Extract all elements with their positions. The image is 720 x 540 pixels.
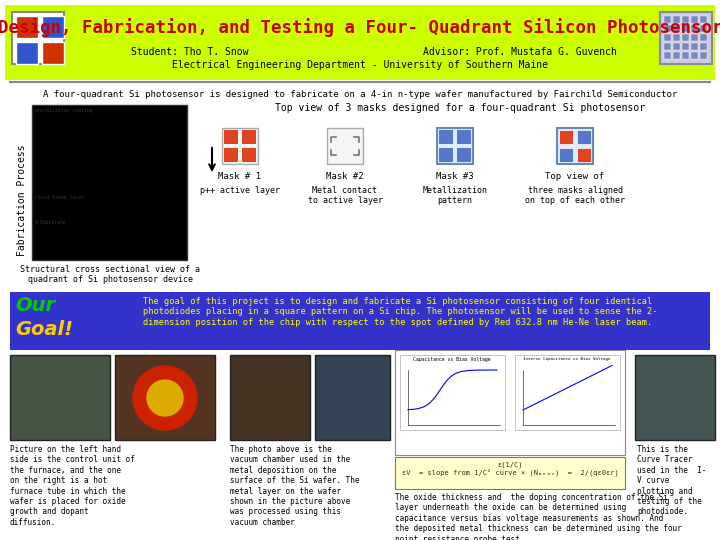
- Bar: [457, 148, 471, 162]
- Bar: [10, 355, 110, 440]
- Bar: [42, 16, 64, 38]
- Text: Design, Fabrication, and Testing a Four- Quadrant Silicon Photosensor: Design, Fabrication, and Testing a Four-…: [0, 18, 720, 37]
- Bar: [242, 130, 256, 144]
- Bar: [664, 34, 671, 41]
- Bar: [222, 128, 258, 164]
- Bar: [691, 52, 698, 59]
- Bar: [673, 34, 680, 41]
- Bar: [673, 16, 680, 23]
- Text: The goal of this project is to design and fabricate a Si photosensor consisting : The goal of this project is to design an…: [143, 297, 657, 327]
- Bar: [115, 355, 215, 440]
- Text: Field Oxide layer: Field Oxide layer: [35, 195, 84, 200]
- Bar: [673, 43, 680, 50]
- Text: p++ active layer: p++ active layer: [200, 186, 280, 195]
- Text: N-Substrate: N-Substrate: [35, 220, 67, 225]
- Text: ε(1/C)
εV  = slope from 1/C² curve × (Nₘₑₐₛ)  =  2/(qε0εr): ε(1/C) εV = slope from 1/C² curve × (Nₘₑ…: [402, 461, 618, 476]
- Bar: [224, 148, 238, 162]
- Bar: [515, 355, 620, 430]
- Text: Electrical Engineering Department - University of Southern Maine: Electrical Engineering Department - Univ…: [172, 60, 548, 70]
- Bar: [32, 158, 187, 183]
- Bar: [327, 128, 363, 164]
- Bar: [224, 130, 238, 144]
- Bar: [577, 130, 591, 144]
- Circle shape: [147, 380, 183, 416]
- Bar: [682, 25, 689, 32]
- Bar: [439, 148, 453, 162]
- Bar: [12, 12, 64, 64]
- Bar: [664, 16, 671, 23]
- Bar: [32, 120, 187, 136]
- Bar: [700, 25, 707, 32]
- Bar: [700, 52, 707, 59]
- Text: Top view of 3 masks designed for a four-quadrant Si photosensor: Top view of 3 masks designed for a four-…: [275, 103, 645, 113]
- Circle shape: [133, 366, 197, 430]
- Bar: [437, 128, 473, 164]
- Text: Goal!: Goal!: [15, 320, 73, 339]
- Bar: [682, 43, 689, 50]
- Bar: [395, 457, 625, 489]
- Bar: [682, 34, 689, 41]
- Bar: [691, 25, 698, 32]
- Bar: [664, 52, 671, 59]
- Bar: [5, 5, 715, 80]
- Text: This is the
Curve Tracer
used in the  I-
V curve
plotting and
testing of the
pho: This is the Curve Tracer used in the I- …: [637, 445, 706, 516]
- Bar: [691, 34, 698, 41]
- Bar: [457, 130, 471, 144]
- Text: The photo above is the
vacuum chamber used in the
metal deposition on the
surfac: The photo above is the vacuum chamber us…: [230, 445, 359, 527]
- Bar: [559, 148, 573, 162]
- Bar: [315, 355, 390, 440]
- Text: Capacitance vs Bias Voltage: Capacitance vs Bias Voltage: [413, 357, 491, 362]
- Bar: [557, 128, 593, 164]
- Bar: [682, 52, 689, 59]
- Bar: [660, 12, 712, 64]
- Text: Mask #2: Mask #2: [326, 172, 364, 181]
- Bar: [691, 43, 698, 50]
- Text: The oxide thickness and  the doping concentration of the Si
layer underneath the: The oxide thickness and the doping conce…: [395, 493, 682, 540]
- Bar: [32, 105, 187, 260]
- Bar: [16, 42, 38, 64]
- Bar: [635, 355, 715, 440]
- Bar: [10, 292, 710, 350]
- Bar: [673, 52, 680, 59]
- Bar: [32, 105, 187, 120]
- Text: Metal contact
to active layer: Metal contact to active layer: [307, 186, 382, 205]
- Bar: [16, 16, 38, 38]
- Bar: [664, 43, 671, 50]
- Text: Mask #3: Mask #3: [436, 172, 474, 181]
- Text: Annihilation coating: Annihilation coating: [35, 108, 92, 113]
- Text: Picture on the left hand
side is the control unit of
the furnace, and the one
on: Picture on the left hand side is the con…: [10, 445, 135, 527]
- Bar: [700, 16, 707, 23]
- Bar: [400, 355, 505, 430]
- Text: Fabrication Process: Fabrication Process: [17, 144, 27, 256]
- Bar: [230, 355, 310, 440]
- Bar: [691, 16, 698, 23]
- Text: Top view of: Top view of: [546, 172, 605, 181]
- Text: three masks aligned
on top of each other: three masks aligned on top of each other: [525, 186, 625, 205]
- Text: Advisor: Prof. Mustafa G. Guvench: Advisor: Prof. Mustafa G. Guvench: [423, 47, 617, 57]
- Text: Metallization
pattern: Metallization pattern: [423, 186, 487, 205]
- Bar: [673, 25, 680, 32]
- Bar: [32, 183, 187, 260]
- Bar: [42, 42, 64, 64]
- Text: Inverse Capacitance vs Bias Voltage: Inverse Capacitance vs Bias Voltage: [523, 357, 611, 361]
- Bar: [32, 136, 187, 158]
- Bar: [559, 130, 573, 144]
- Text: Student: Tho T. Snow: Student: Tho T. Snow: [131, 47, 248, 57]
- Bar: [577, 148, 591, 162]
- Bar: [700, 43, 707, 50]
- Bar: [242, 148, 256, 162]
- Text: Structural cross sectional view of a
quadrant of Si photosensor device: Structural cross sectional view of a qua…: [20, 265, 200, 285]
- Bar: [682, 16, 689, 23]
- Bar: [439, 130, 453, 144]
- Text: Mask # 1: Mask # 1: [218, 172, 261, 181]
- Bar: [395, 350, 625, 455]
- Bar: [664, 25, 671, 32]
- Text: A four-quadrant Si photosensor is designed to fabricate on a 4-in n-type wafer m: A four-quadrant Si photosensor is design…: [43, 90, 677, 99]
- Text: Our: Our: [15, 296, 55, 315]
- Bar: [700, 34, 707, 41]
